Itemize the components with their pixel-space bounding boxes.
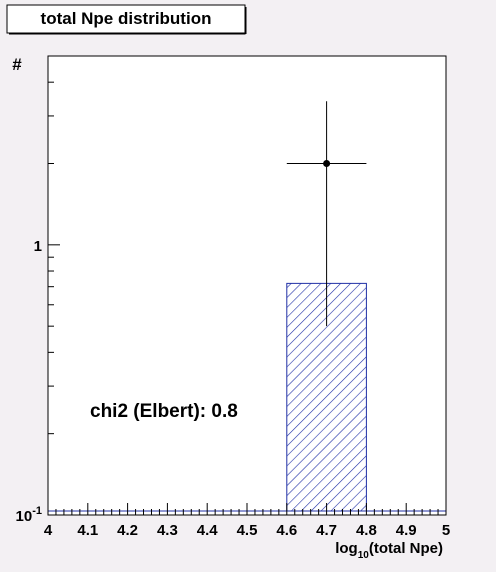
x-tick-label: 4.8	[356, 522, 377, 539]
chart-title: total Npe distribution	[41, 9, 212, 28]
data-points	[286, 101, 367, 327]
plot-frame	[47, 55, 447, 516]
chi2-annotation: chi2 (Elbert): 0.8	[90, 401, 238, 422]
x-axis-label: log10(total Npe)	[335, 540, 443, 561]
x-tick-label: 4.6	[276, 522, 297, 539]
x-tick-label: 4.7	[316, 522, 337, 539]
y-tick-label: 10-1	[16, 505, 42, 525]
x-tick-label: 4.3	[157, 522, 178, 539]
data-point-0	[323, 160, 331, 168]
x-tick-label: 4.5	[237, 522, 258, 539]
title-box: total Npe distribution	[6, 4, 247, 35]
x-tick-label: 4.4	[197, 522, 219, 539]
x-tick-label: 4	[44, 522, 53, 539]
x-axis-label-base: log	[335, 540, 358, 557]
x-tick-label: 4.1	[77, 522, 98, 539]
axes: 44.14.24.34.44.54.64.74.84.9510-11101021…	[16, 55, 450, 539]
y-tick-label: 1	[34, 238, 42, 255]
x-tick-label: 5	[442, 522, 450, 539]
x-tick-label: 4.2	[117, 522, 138, 539]
x-axis-label-subscript: 10	[358, 550, 370, 561]
x-axis-label-rest: (total Npe)	[369, 540, 443, 557]
y-axis-label: #	[12, 55, 22, 74]
x-tick-label: 4.9	[396, 522, 417, 539]
